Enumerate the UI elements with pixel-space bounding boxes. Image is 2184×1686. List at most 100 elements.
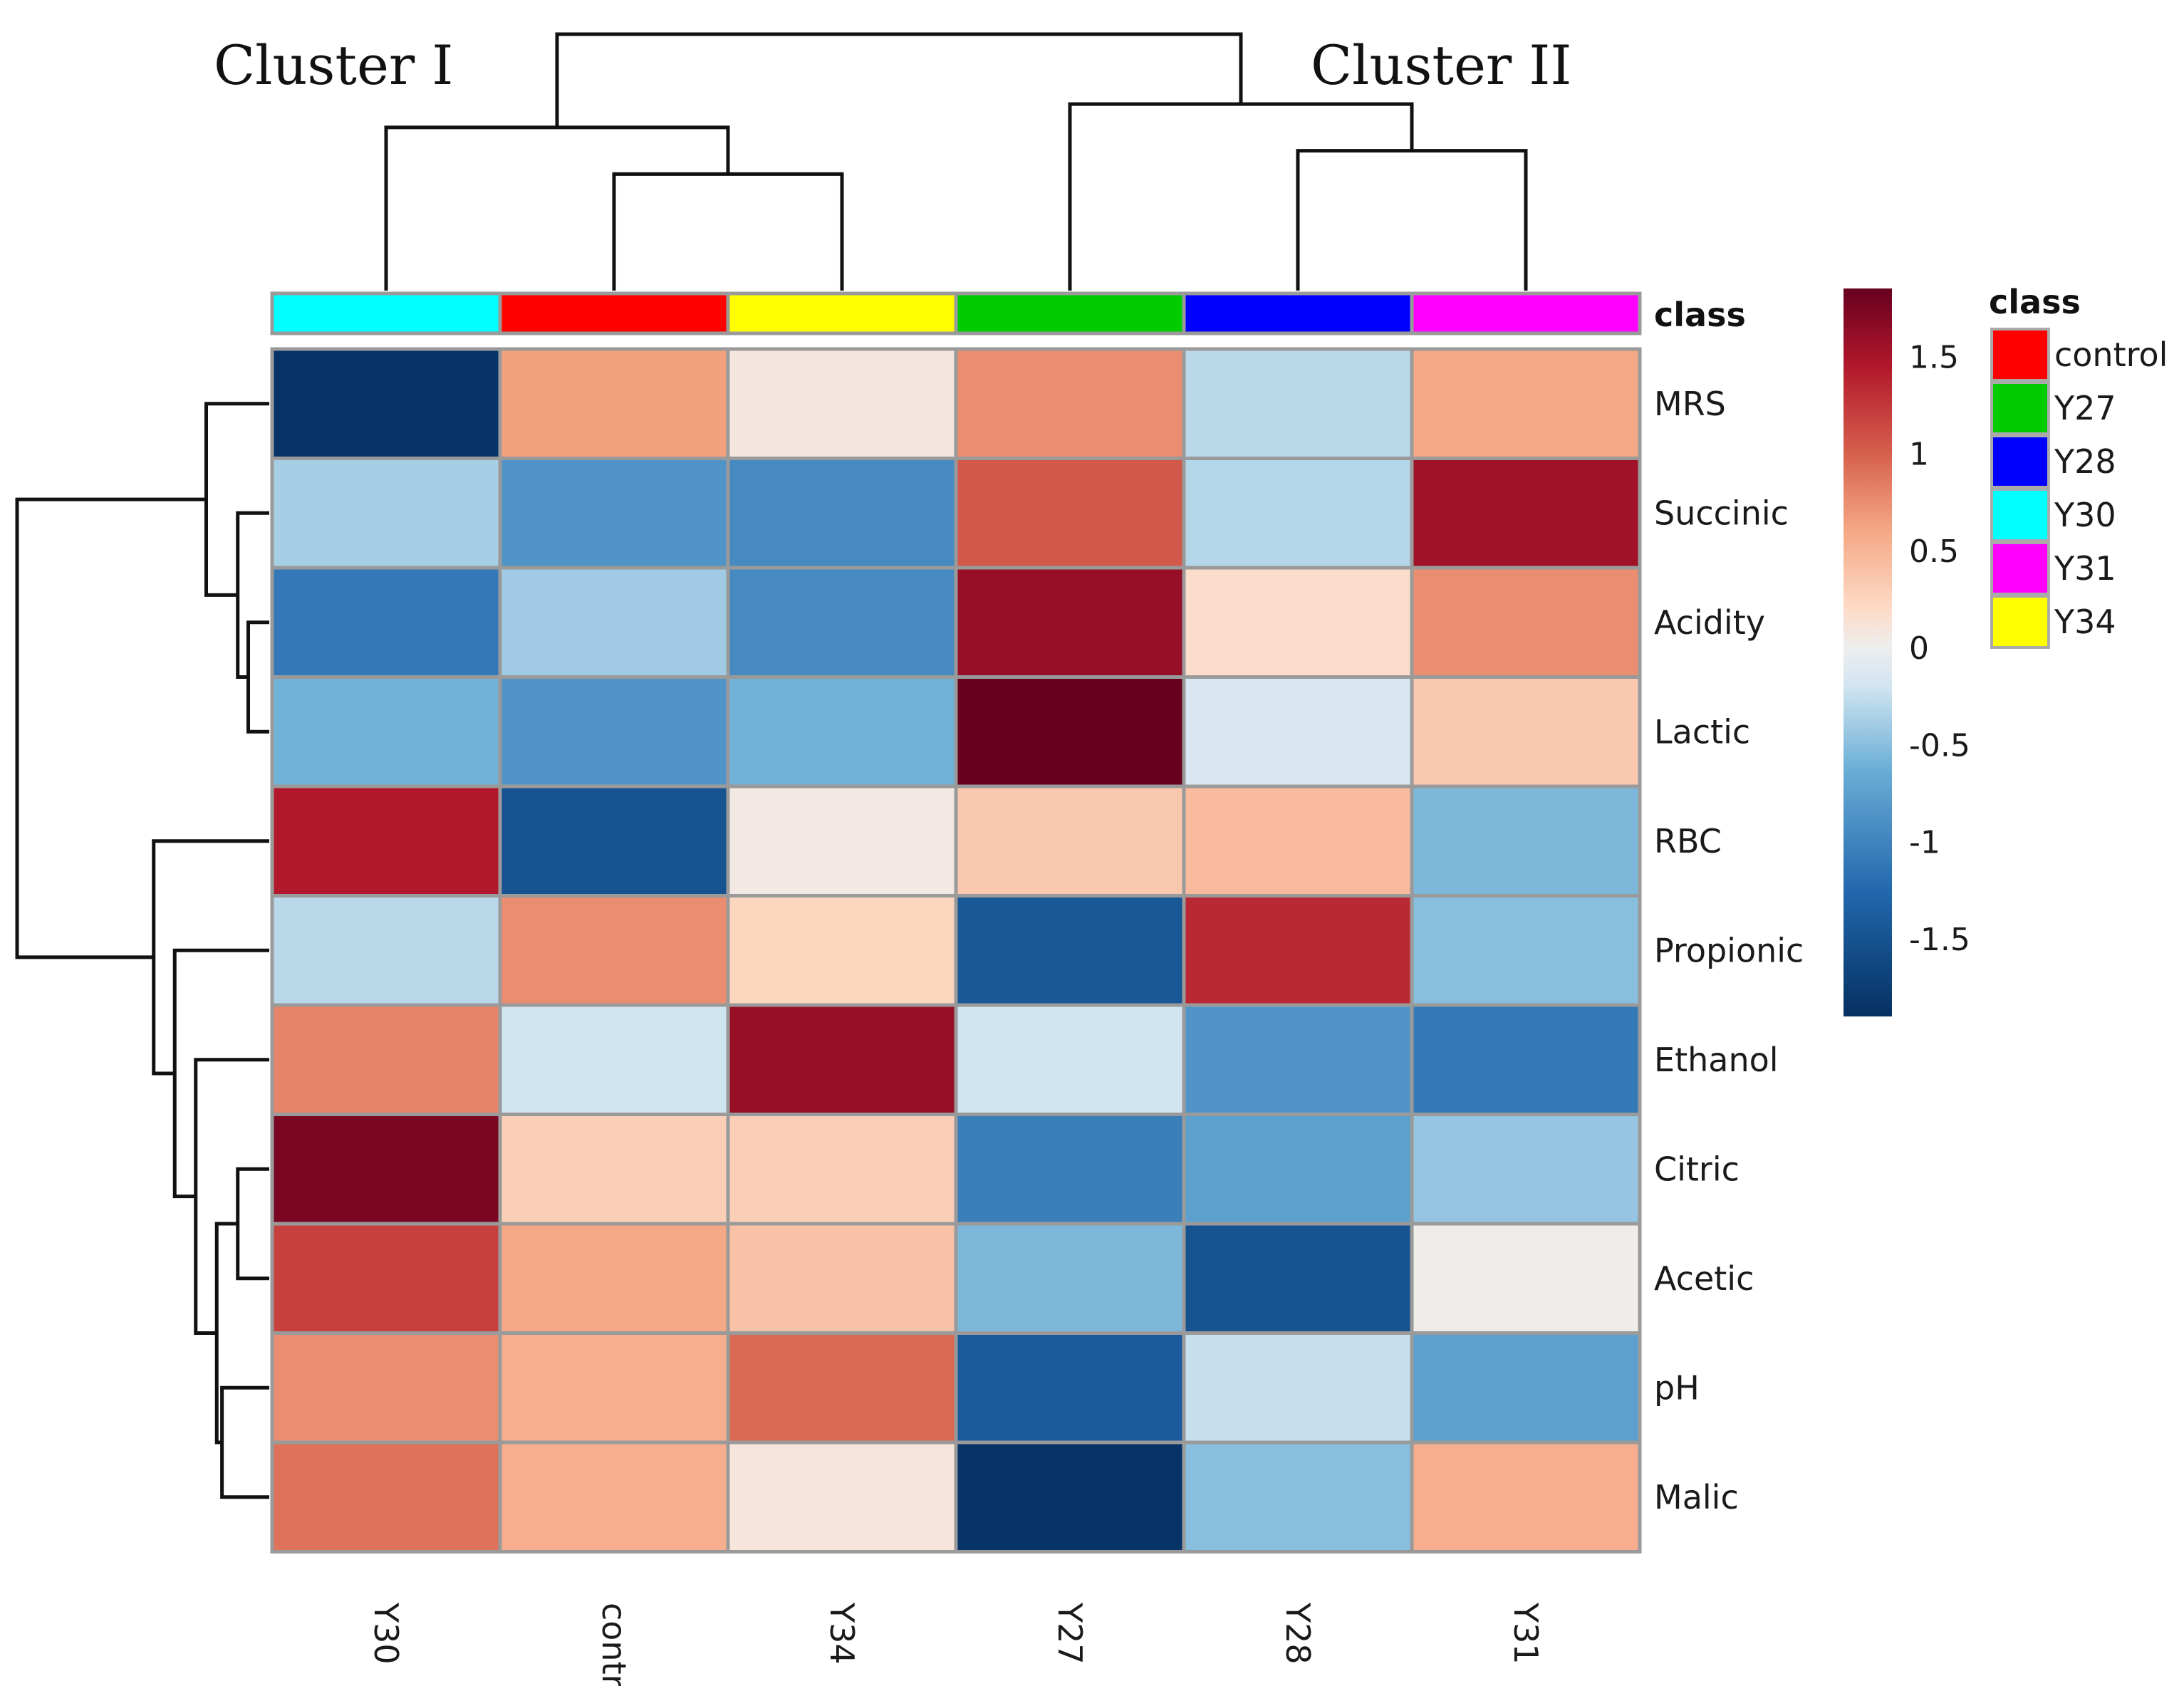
heatmap-cell-acetic-y34: [726, 1222, 958, 1335]
heatmap-cell-malic-y31: [1410, 1440, 1642, 1554]
heatmap-cell-succinic-y31: [1410, 457, 1642, 570]
column-label-y28: Y28: [1279, 1602, 1317, 1665]
row-label-acetic: Acetic: [1654, 1259, 1754, 1298]
heatmap-cell-rbc-y34: [726, 784, 958, 897]
dendrogram-link: [15, 497, 207, 959]
column-dendrogram: [384, 32, 1528, 291]
heatmap-cell-propionic-y31: [1410, 894, 1642, 1007]
dendrogram-link: [384, 125, 730, 291]
color-scale-tick: -1: [1909, 825, 1940, 861]
cluster-label-2: Cluster II: [1311, 33, 1571, 97]
class-legend-label-y30: Y30: [2054, 496, 2116, 534]
color-scale-tick: 1: [1909, 437, 1929, 473]
class-bar-cell-y30: [270, 291, 502, 335]
row-label-ethanol: Ethanol: [1654, 1041, 1779, 1079]
column-label-y30: Y30: [367, 1602, 405, 1665]
row-label-acidity: Acidity: [1654, 603, 1765, 642]
heatmap-cell-ph-y27: [954, 1331, 1186, 1445]
color-scale-tick: -0.5: [1909, 727, 1970, 764]
class-legend-label-control: control: [2054, 335, 2168, 374]
dendrogram-link: [1296, 149, 1528, 291]
class-legend-swatch-y34: [1990, 595, 2050, 649]
column-label-y27: Y27: [1051, 1602, 1089, 1665]
heatmap-cell-acetic-y27: [954, 1222, 1186, 1335]
dendrogram-link: [214, 1222, 238, 1445]
row-dendrogram: [15, 402, 269, 1499]
class-legend-label-y27: Y27: [2054, 389, 2116, 427]
class-legend-swatch-y31: [1990, 541, 2050, 595]
heatmap-cell-citric-y31: [1410, 1113, 1642, 1226]
class-legend-swatch-y28: [1990, 434, 2050, 489]
heatmap-cell-acetic-y28: [1182, 1222, 1414, 1335]
cluster-labels: Cluster I Cluster II: [214, 33, 1571, 97]
heatmap-cell-citric-y30: [270, 1113, 502, 1226]
heatmap-cell-ph-y28: [1182, 1331, 1414, 1445]
heatmap-cell-mrs-y27: [954, 347, 1186, 460]
color-scale-tick: -1.5: [1909, 922, 1970, 958]
heatmap-cell-rbc-y31: [1410, 784, 1642, 897]
class-legend-label-y34: Y34: [2054, 603, 2116, 641]
column-label-y34: Y34: [823, 1602, 861, 1665]
heatmap-cell-ethanol-y28: [1182, 1003, 1414, 1116]
color-scale-tick: 0: [1909, 630, 1929, 667]
class-legend-label-y31: Y31: [2054, 549, 2116, 588]
heatmap-cell-lactic-y34: [726, 675, 958, 789]
heatmap-cell-acetic-y30: [270, 1222, 502, 1335]
heatmap-cell-acidity-y30: [270, 566, 502, 679]
dendrogram-link: [220, 1385, 269, 1499]
row-label-malic: Malic: [1654, 1478, 1739, 1516]
class-legend-swatch-y30: [1990, 488, 2050, 542]
heatmap-cell-citric-y34: [726, 1113, 958, 1226]
class-legend-title: class: [1989, 283, 2081, 321]
row-label-propionic: Propionic: [1654, 931, 1804, 969]
heatmap-cell-acidity-y27: [954, 566, 1186, 679]
class-bar-cell-y31: [1410, 291, 1642, 335]
color-scale-tick: 1.5: [1909, 339, 1959, 375]
heatmap-cell-propionic-y34: [726, 894, 958, 1007]
heatmap-cell-ethanol-y31: [1410, 1003, 1642, 1116]
heatmap-cell-ph-y30: [270, 1331, 502, 1445]
row-label-succinic: Succinic: [1654, 494, 1789, 532]
class-annotation-bar: class: [270, 291, 1746, 335]
heatmap-cell-rbc-y28: [1182, 784, 1414, 897]
class-legend: class control Y27 Y28 Y30 Y31 Y34: [1989, 283, 2168, 649]
color-scale-tick: 0.5: [1909, 534, 1959, 570]
heatmap-cell-acidity-y31: [1410, 566, 1642, 679]
class-legend-swatch-control: [1990, 328, 2050, 382]
heatmap-cell-ethanol-y30: [270, 1003, 502, 1116]
heatmap-cell-ethanol-y34: [726, 1003, 958, 1116]
dendrogram-link: [236, 511, 269, 679]
heatmap-cell-malic-y34: [726, 1440, 958, 1554]
heatmap-cell-succinic-y27: [954, 457, 1186, 570]
column-label-control: control: [595, 1603, 633, 1686]
heatmap-cell-lactic-y31: [1410, 675, 1642, 789]
heatmap-cell-lactic-y27: [954, 675, 1186, 789]
dendrogram-link: [612, 172, 844, 291]
heatmap-cell-acidity-y34: [726, 566, 958, 679]
heatmap-cell-acidity-y28: [1182, 566, 1414, 679]
heatmap-cell-mrs-control: [498, 347, 730, 460]
heatmap-cell-malic-y28: [1182, 1440, 1414, 1554]
heatmap-cell-propionic-control: [498, 894, 730, 1007]
heatmap-cell-lactic-y30: [270, 675, 502, 789]
row-label-mrs: MRS: [1654, 385, 1726, 423]
column-labels: Y30 control Y34 Y27 Y28 Y31: [367, 1602, 1545, 1686]
heatmap-cell-ethanol-control: [498, 1003, 730, 1116]
heatmap-cell-acetic-y31: [1410, 1222, 1642, 1335]
heatmap-cell-rbc-y30: [270, 784, 502, 897]
color-scale-bar: [1844, 288, 1892, 1016]
heatmap-cell-propionic-y30: [270, 894, 502, 1007]
heatmap-cell-succinic-y28: [1182, 457, 1414, 570]
row-label-lactic: Lactic: [1654, 712, 1750, 751]
heatmap-cell-rbc-control: [498, 784, 730, 897]
class-bar-title: class: [1654, 296, 1746, 334]
cluster-label-1: Cluster I: [214, 33, 453, 97]
class-bar-cell-y34: [726, 291, 958, 335]
heatmap-cell-citric-y27: [954, 1113, 1186, 1226]
dendrogram-link: [194, 1058, 269, 1335]
dendrogram-link: [246, 620, 269, 734]
heatmap-cell-mrs-y34: [726, 347, 958, 460]
heatmap-cell-succinic-control: [498, 457, 730, 570]
heatmap-cell-acidity-control: [498, 566, 730, 679]
